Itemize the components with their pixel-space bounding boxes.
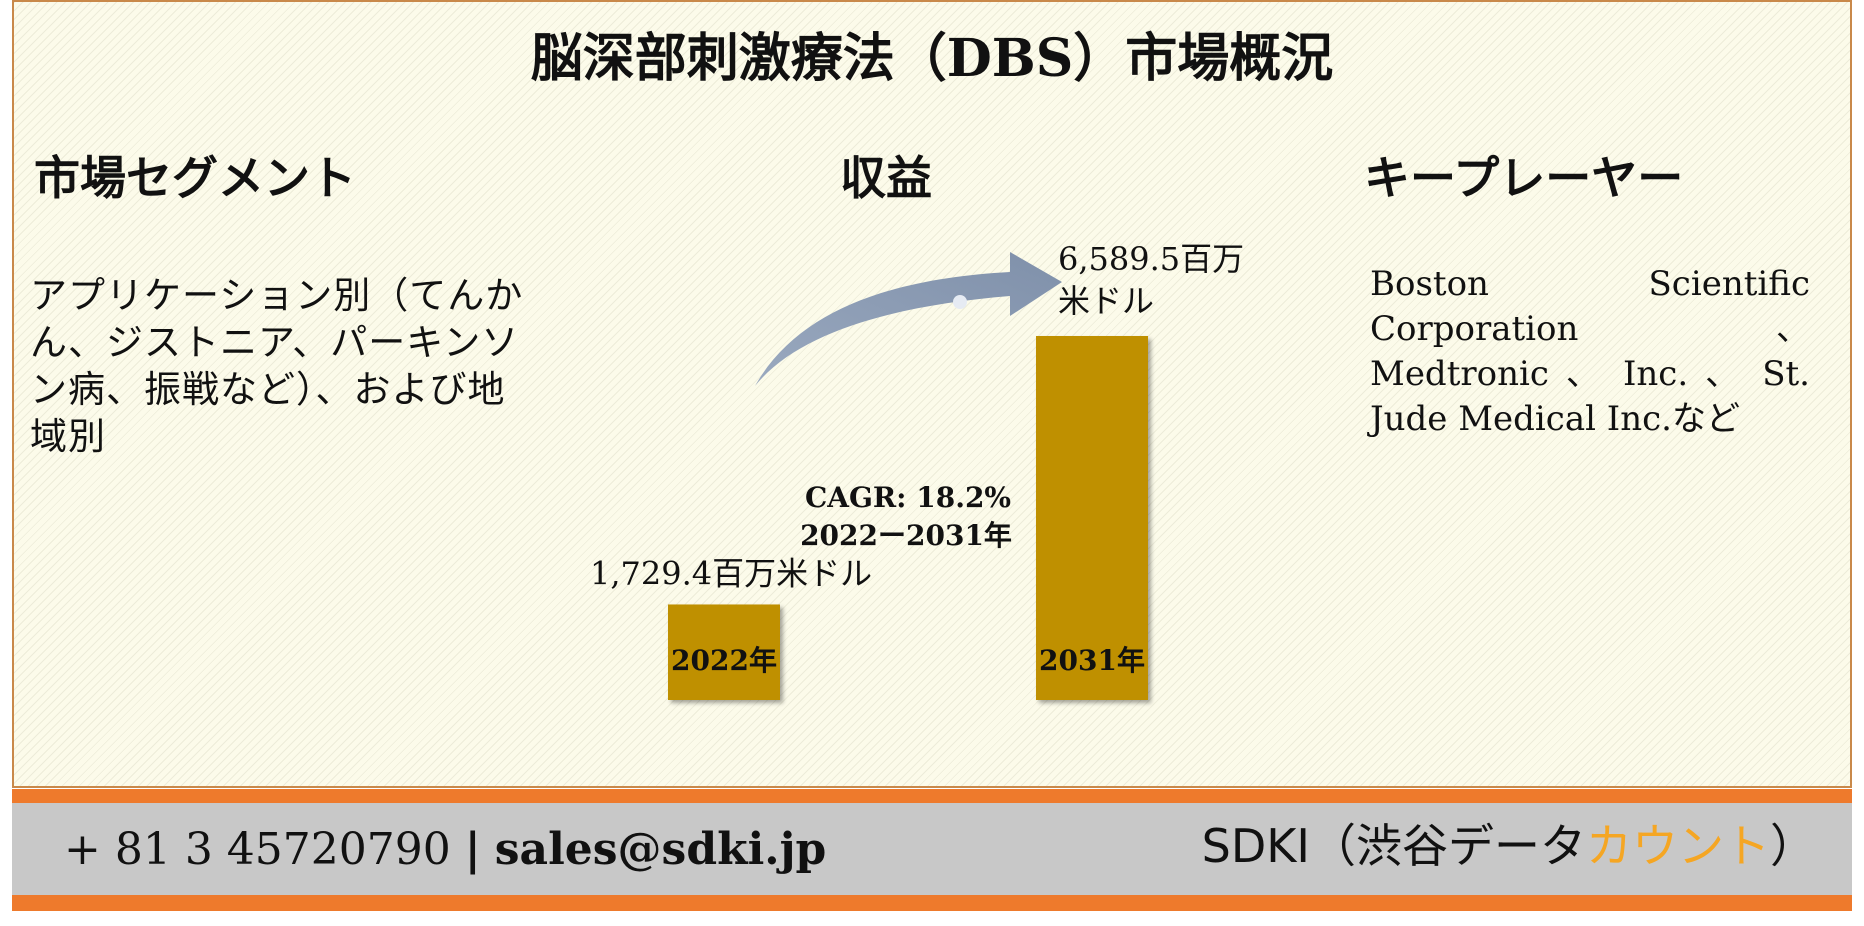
revenue-heading: 収益 bbox=[840, 151, 932, 205]
category-label-1: 2031年 bbox=[1039, 644, 1145, 677]
growth-arrow bbox=[755, 252, 1062, 386]
segment-heading: 市場セグメント bbox=[34, 151, 356, 205]
players-list: Boston Scientific Corporation 、 Medtroni… bbox=[1370, 264, 1810, 439]
cagr-label: CAGR: 18.2% bbox=[805, 481, 1011, 514]
footer-accent-top bbox=[12, 789, 1852, 803]
brand-prefix: SDKI（渋谷データ bbox=[1201, 819, 1586, 873]
content-panel bbox=[12, 0, 1852, 788]
bar-0 bbox=[668, 604, 780, 700]
players-heading: キープレーヤー bbox=[1364, 151, 1684, 205]
footer-accent-bottom bbox=[12, 895, 1852, 911]
arrow-highlight-dot bbox=[953, 295, 967, 309]
email-address: sales@sdki.jp bbox=[494, 824, 827, 875]
page-title: 脳深部刺激療法（DBS）市場概況 bbox=[530, 28, 1334, 89]
phone-number: + 81 3 45720790 bbox=[64, 824, 451, 875]
bar-1 bbox=[1036, 336, 1148, 700]
value-label-0: 1,729.4百万米ドル bbox=[590, 554, 872, 592]
category-label-0: 2022年 bbox=[671, 644, 777, 677]
brand-highlight: カウント bbox=[1586, 819, 1770, 873]
segment-description: アプリケーション別（てんかん、ジストニア、パーキンソン病、振戦など）、および地域… bbox=[30, 274, 524, 458]
footer-bar bbox=[12, 803, 1852, 895]
contact-info: + 81 3 45720790 | sales@sdki.jp bbox=[64, 820, 826, 880]
brand-suffix: ） bbox=[1770, 819, 1816, 873]
contact-separator: | bbox=[464, 824, 481, 875]
value-label-1: 6,589.5百万米ドル bbox=[1058, 240, 1244, 320]
brand-name: SDKI（渋谷データカウント） bbox=[1202, 816, 1816, 876]
cagr-period-label: 2022ー2031年 bbox=[800, 519, 1012, 552]
